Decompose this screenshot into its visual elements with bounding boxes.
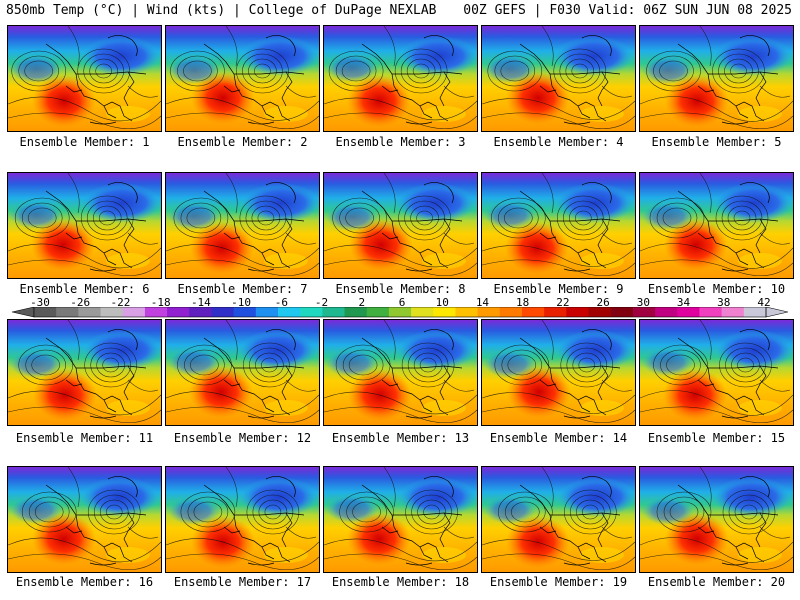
ensemble-member-label: Ensemble Member: 8 — [335, 282, 466, 296]
colorbar-tick-label: -26 — [70, 296, 91, 309]
ensemble-map-panel — [165, 172, 320, 279]
colorbar-tick-label: 18 — [516, 296, 530, 309]
temperature-wind-map — [8, 26, 161, 131]
ensemble-member-label: Ensemble Member: 6 — [19, 282, 150, 296]
ensemble-member-label: Ensemble Member: 18 — [331, 575, 470, 589]
colorbar-tick-label: 10 — [435, 296, 449, 309]
ensemble-member-label: Ensemble Member: 4 — [493, 135, 624, 149]
temperature-wind-map — [482, 467, 635, 572]
colorbar-tick-label: 34 — [676, 296, 691, 309]
valid-time-label: 00Z GEFS | F030 Valid: 06Z SUN JUN 08 20… — [463, 3, 792, 18]
colorbar-tick-label: -30 — [30, 296, 50, 309]
ensemble-map-panel — [639, 319, 794, 426]
colorbar-tick-label: -18 — [150, 296, 171, 309]
ensemble-member-label: Ensemble Member: 10 — [647, 282, 786, 296]
ensemble-member-label: Ensemble Member: 19 — [489, 575, 628, 589]
ensemble-map-panel — [481, 172, 636, 279]
ensemble-member-label: Ensemble Member: 15 — [647, 431, 786, 445]
ensemble-member-label: Ensemble Member: 12 — [173, 431, 312, 445]
ensemble-member-label: Ensemble Member: 11 — [15, 431, 154, 445]
temperature-wind-map — [166, 467, 319, 572]
ensemble-member-label: Ensemble Member: 13 — [331, 431, 470, 445]
ensemble-map-panel — [481, 25, 636, 132]
ensemble-map-panel — [639, 466, 794, 573]
ensemble-map-panel — [481, 319, 636, 426]
temperature-wind-map — [324, 26, 477, 131]
temperature-wind-map — [324, 320, 477, 425]
temperature-wind-map — [640, 467, 793, 572]
temperature-wind-map — [8, 467, 161, 572]
ensemble-member-label: Ensemble Member: 1 — [19, 135, 150, 149]
temperature-colorbar: -30 -26 -22 -18 -14 -10 -6 -2 2 6 10 14 18 22 26 30 34 38… — [0, 296, 800, 322]
colorbar-tick-label: 38 — [717, 296, 731, 309]
colorbar-tick-label: -2 — [314, 296, 329, 309]
temperature-wind-map — [482, 320, 635, 425]
colorbar-tick-label: 26 — [596, 296, 610, 309]
temperature-wind-map — [324, 467, 477, 572]
ensemble-map-panel — [323, 466, 478, 573]
ensemble-map-panel — [7, 319, 162, 426]
ensemble-map-panel — [165, 25, 320, 132]
colorbar-tick-label: 42 — [757, 296, 771, 309]
ensemble-map-panel — [639, 25, 794, 132]
ensemble-member-label: Ensemble Member: 16 — [15, 575, 154, 589]
ensemble-member-label: Ensemble Member: 2 — [177, 135, 308, 149]
temperature-wind-map — [8, 320, 161, 425]
ensemble-map-panel — [323, 25, 478, 132]
colorbar-tick-label: 30 — [636, 296, 650, 309]
ensemble-map-panel — [7, 25, 162, 132]
colorbar-tick-label: -14 — [190, 296, 211, 309]
temperature-wind-map — [640, 173, 793, 278]
ensemble-map-panel — [7, 172, 162, 279]
ensemble-map-panel — [165, 319, 320, 426]
temperature-wind-map — [640, 320, 793, 425]
ensemble-map-panel — [323, 319, 478, 426]
ensemble-map-panel — [323, 172, 478, 279]
ensemble-member-label: Ensemble Member: 3 — [335, 135, 466, 149]
temperature-wind-map — [166, 26, 319, 131]
temperature-wind-map — [8, 173, 161, 278]
colorbar-tick-label: 14 — [475, 296, 490, 309]
temperature-wind-map — [166, 173, 319, 278]
ensemble-member-label: Ensemble Member: 20 — [647, 575, 786, 589]
ensemble-member-label: Ensemble Member: 9 — [493, 282, 624, 296]
ensemble-member-label: Ensemble Member: 7 — [177, 282, 308, 296]
ensemble-map-panel — [481, 466, 636, 573]
temperature-wind-map — [640, 26, 793, 131]
temperature-wind-map — [166, 320, 319, 425]
temperature-wind-map — [482, 173, 635, 278]
map-title: 850mb Temp (°C) | Wind (kts) | College o… — [6, 3, 437, 18]
colorbar-tick-label: -10 — [231, 296, 252, 309]
ensemble-member-label: Ensemble Member: 17 — [173, 575, 312, 589]
temperature-wind-map — [324, 173, 477, 278]
colorbar-tick-label: 6 — [398, 296, 406, 309]
colorbar-tick-label: -22 — [110, 296, 131, 309]
ensemble-member-label: Ensemble Member: 5 — [651, 135, 782, 149]
ensemble-map-panel — [165, 466, 320, 573]
ensemble-map-panel — [7, 466, 162, 573]
colorbar-tick-label: 2 — [358, 296, 366, 309]
ensemble-map-panel — [639, 172, 794, 279]
ensemble-member-label: Ensemble Member: 14 — [489, 431, 628, 445]
colorbar-tick-label: -6 — [274, 296, 288, 309]
temperature-wind-map — [482, 26, 635, 131]
colorbar-tick-label: 22 — [556, 296, 570, 309]
colorbar-scale — [11, 307, 789, 318]
